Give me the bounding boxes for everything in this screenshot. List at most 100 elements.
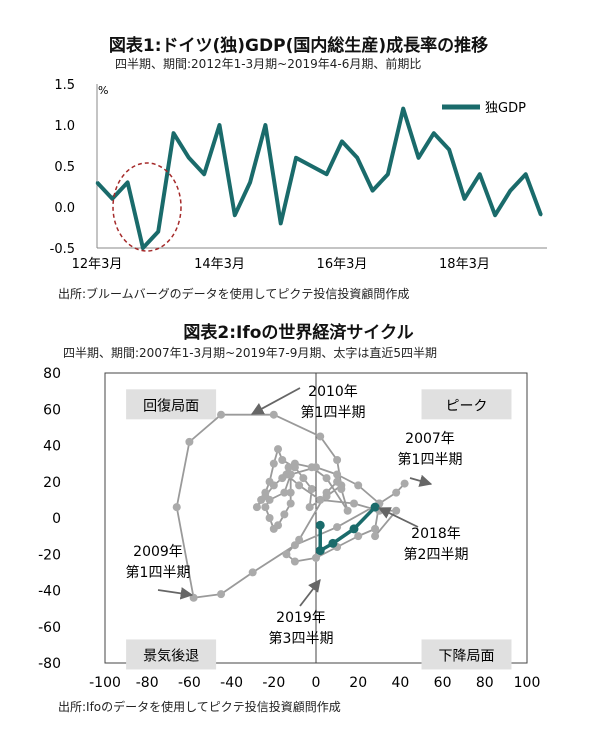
chart2-y-tick-label: -40 [38,584,61,600]
chart2-quadrant-label-top-left: 回復局面 [143,397,199,414]
chart2-x-tick-label: -40 [220,675,243,691]
chart1-legend-label: 独GDP [485,101,526,116]
chart1-data-point [432,132,436,135]
chart2-history-point [290,541,299,550]
chart2-quadrant-box-top-right [421,389,512,420]
chart2-y-tick-label: 60 [43,402,61,418]
chart2-history-point [333,470,342,479]
chart2-annotation-2009: 2009年 [133,544,183,560]
chart2-annotation-2009: 第1四半期 [126,564,191,581]
chart2-history-point [217,590,226,599]
chart2-history-point [284,463,293,472]
chart1-data-point [126,181,129,184]
chart2-history-point [333,523,342,532]
chart2-history-point [248,568,257,577]
chart1-data-point [218,123,221,127]
chart2-history-point [269,459,278,468]
chart1-data-point [157,230,160,233]
chart1-x-tick-label: 18年3月 [439,257,490,272]
chart2-history-point [371,524,380,533]
chart2-history-point [299,474,308,483]
chart2-history-point [280,510,289,519]
chart2-annotation-2019: 第3四半期 [269,630,334,647]
chart2-annotation-arrow [299,579,321,607]
chart2-history-point [290,557,299,566]
chart2-history-point [278,456,287,464]
chart2-history-point [354,532,363,541]
chart1-highlight-ellipse [112,162,182,252]
chart1-data-point [447,148,451,151]
chart2-history-point [269,524,278,533]
chart2-history-point [337,485,346,493]
chart2-history-point [295,481,304,490]
chart2-history-point [316,432,325,441]
chart1-data-point [356,156,359,159]
chart1-y-tick-label: 1.0 [54,119,75,134]
chart2-x-tick-label: 60 [434,675,452,691]
chart1-data-point [463,197,466,200]
chart2-history-point [354,481,363,490]
chart1-data-point [325,173,328,176]
chart2-y-tick-label: -80 [38,656,61,672]
chart1-data-point [402,107,405,110]
chart2-history-point [286,488,295,497]
chart2-x-tick-label: 40 [391,675,409,691]
chart2-x-tick-label: 80 [476,675,494,691]
chart2-title: 図表2:Ifoの世界経済サイクル [183,323,414,343]
chart2-annotation-2018: 2018年 [411,526,461,542]
chart1-data-point [141,246,145,250]
chart2-history-point [349,499,358,508]
chart2-source: 出所:Ifoのデータを使用してピクテ投信投資顧問作成 [58,700,341,714]
chart2-history-point [316,495,325,504]
chart2-history-point [269,410,278,419]
chart2-history-point [400,479,409,488]
chart2-quadrant-label-bottom-right: 下降局面 [439,648,495,664]
chart2-history-point [252,503,261,512]
chart2-history-point [371,532,380,541]
chart2-quadrant-box-top-left [126,389,217,420]
chart2-annotation-2018: 第2四半期 [404,546,469,563]
chart1-data-point [172,132,175,135]
chart1-data-point [310,164,313,168]
chart2-history-point [295,535,304,544]
chart1-data-point [371,189,374,192]
chart2-history-point [261,503,270,512]
chart2-x-tick-label: -80 [136,675,159,691]
chart1-data-point [248,181,252,184]
chart2-history-point [307,463,316,472]
chart2-latest-point [328,538,338,548]
chart2-x-tick-label: 0 [312,675,321,691]
chart2-latest-point [349,524,359,534]
chart2-history-point [307,485,316,493]
chart2-quadrant-box-bottom-right [421,639,512,670]
chart2-quadrant-label-top-right: ピーク [446,398,488,414]
chart2-history-point [265,495,274,504]
chart2-history-point [333,456,342,464]
chart2-y-tick-label: 80 [43,366,61,382]
chart2-annotation-arrow [377,507,419,528]
chart2-x-tick-label: 100 [514,675,541,691]
chart1-data-point [524,173,527,176]
chart1-data-point [187,156,191,159]
chart1-data-point [478,173,481,176]
chart1-subtitle: 四半期、期間:2012年1-3月期~2019年4-6月期、前期比 [115,57,422,71]
chart2-x-tick-label: -100 [89,675,121,691]
chart1-data-point [279,222,282,225]
chart2-annotation-2010: 2010年 [308,384,358,400]
chart2-latest-point [315,546,325,556]
chart2-history-point [172,503,181,512]
chart2-y-tick-label: 40 [43,439,61,455]
chart1-data-point [493,214,497,217]
chart2-history-point [282,470,291,479]
chart2-annotation-2007: 第1四半期 [398,451,463,468]
chart1-x-tick-label: 12年3月 [72,257,123,272]
chart2-history-point [343,506,352,515]
chart2-quadrant-label-bottom-left: 景気後退 [143,648,199,664]
chart1-data-point [264,123,267,127]
chart2-x-tick-label: 20 [349,675,367,691]
chart2-history-point [265,514,274,522]
chart2-history-point [290,459,299,468]
chart2-x-tick-label: -20 [262,675,285,691]
chart2-annotation-2007: 2007年 [405,431,455,447]
